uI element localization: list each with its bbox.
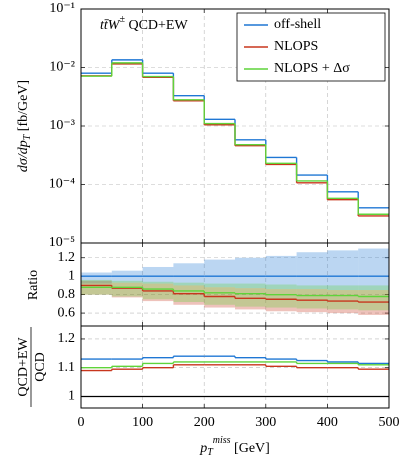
uncertainty-band: [204, 259, 235, 288]
x-label-unit: [GeV]: [231, 441, 270, 456]
y-tick-label: 10⁻¹: [49, 1, 75, 16]
x-tick-label: 500: [379, 415, 400, 430]
x-tick-label: 0: [78, 415, 85, 430]
legend-label: NLOPS: [274, 39, 318, 54]
y-tick-label: 0.8: [58, 287, 76, 302]
y-tick-label: 0.6: [58, 305, 76, 320]
y-label-unit: [fb/GeV]: [16, 80, 31, 135]
uncertainty-band: [142, 266, 174, 284]
x-label-sub: T: [207, 447, 214, 458]
y-tick-label: 1.2: [58, 250, 76, 265]
uncertainty-band: [111, 282, 143, 298]
uncertainty-band: [358, 248, 389, 291]
x-tick-label: 200: [194, 415, 215, 430]
uncertainty-band: [142, 283, 174, 302]
uncertainty-band: [173, 263, 205, 286]
uncertainty-band: [235, 257, 266, 289]
annotation-text: tt̄W: [100, 18, 121, 33]
plot-frame: [80, 325, 390, 409]
y-label-numerator: QCD+EW: [16, 337, 31, 397]
y-axis-label: dσ/dpT [fb/GeV]: [16, 80, 33, 172]
uncertainty-band: [235, 283, 266, 307]
y-label-sub: T: [22, 133, 33, 140]
uncertainty-band: [327, 285, 359, 310]
y-tick-label: 10⁻³: [49, 118, 75, 133]
y-axis-label: Ratio: [26, 270, 41, 300]
uncertainty-band: [204, 283, 235, 305]
y-tick-label: 1.2: [58, 331, 76, 346]
x-tick-label: 100: [132, 415, 153, 430]
y-tick-label: 1.1: [58, 360, 76, 375]
y-tick-label: 10⁻²: [49, 60, 75, 75]
x-axis-label: pTmiss [GeV]: [199, 435, 270, 458]
y-tick-label: 10⁻⁴: [49, 177, 75, 192]
annotation: tt̄W± QCD+EW: [100, 14, 188, 33]
legend-label: off-shell: [274, 17, 321, 32]
x-tick-label: 400: [317, 415, 338, 430]
annotation-sup: ±: [119, 14, 125, 25]
uncertainty-band: [358, 285, 389, 311]
uncertainty-band: [296, 285, 328, 309]
y-label-denominator: QCD: [33, 352, 48, 382]
legend-label: NLOPS + Δσ: [274, 61, 350, 76]
annotation-rest: QCD+EW: [125, 18, 189, 33]
x-label-text: p: [199, 441, 207, 456]
uncertainty-band: [265, 284, 297, 308]
uncertainty-band: [81, 272, 112, 284]
y-tick-label: 10⁻⁵: [49, 235, 75, 250]
uncertainty-band: [173, 282, 205, 303]
x-label-sup: miss: [213, 435, 231, 446]
x-tick-label: 300: [255, 415, 276, 430]
uncertainty-band: [296, 252, 328, 290]
y-label-text: dσ/dp: [16, 140, 31, 172]
y-tick-label: 1: [68, 389, 75, 404]
uncertainty-band: [327, 250, 359, 291]
uncertainty-band: [265, 255, 297, 290]
y-tick-label: 1: [68, 268, 75, 283]
